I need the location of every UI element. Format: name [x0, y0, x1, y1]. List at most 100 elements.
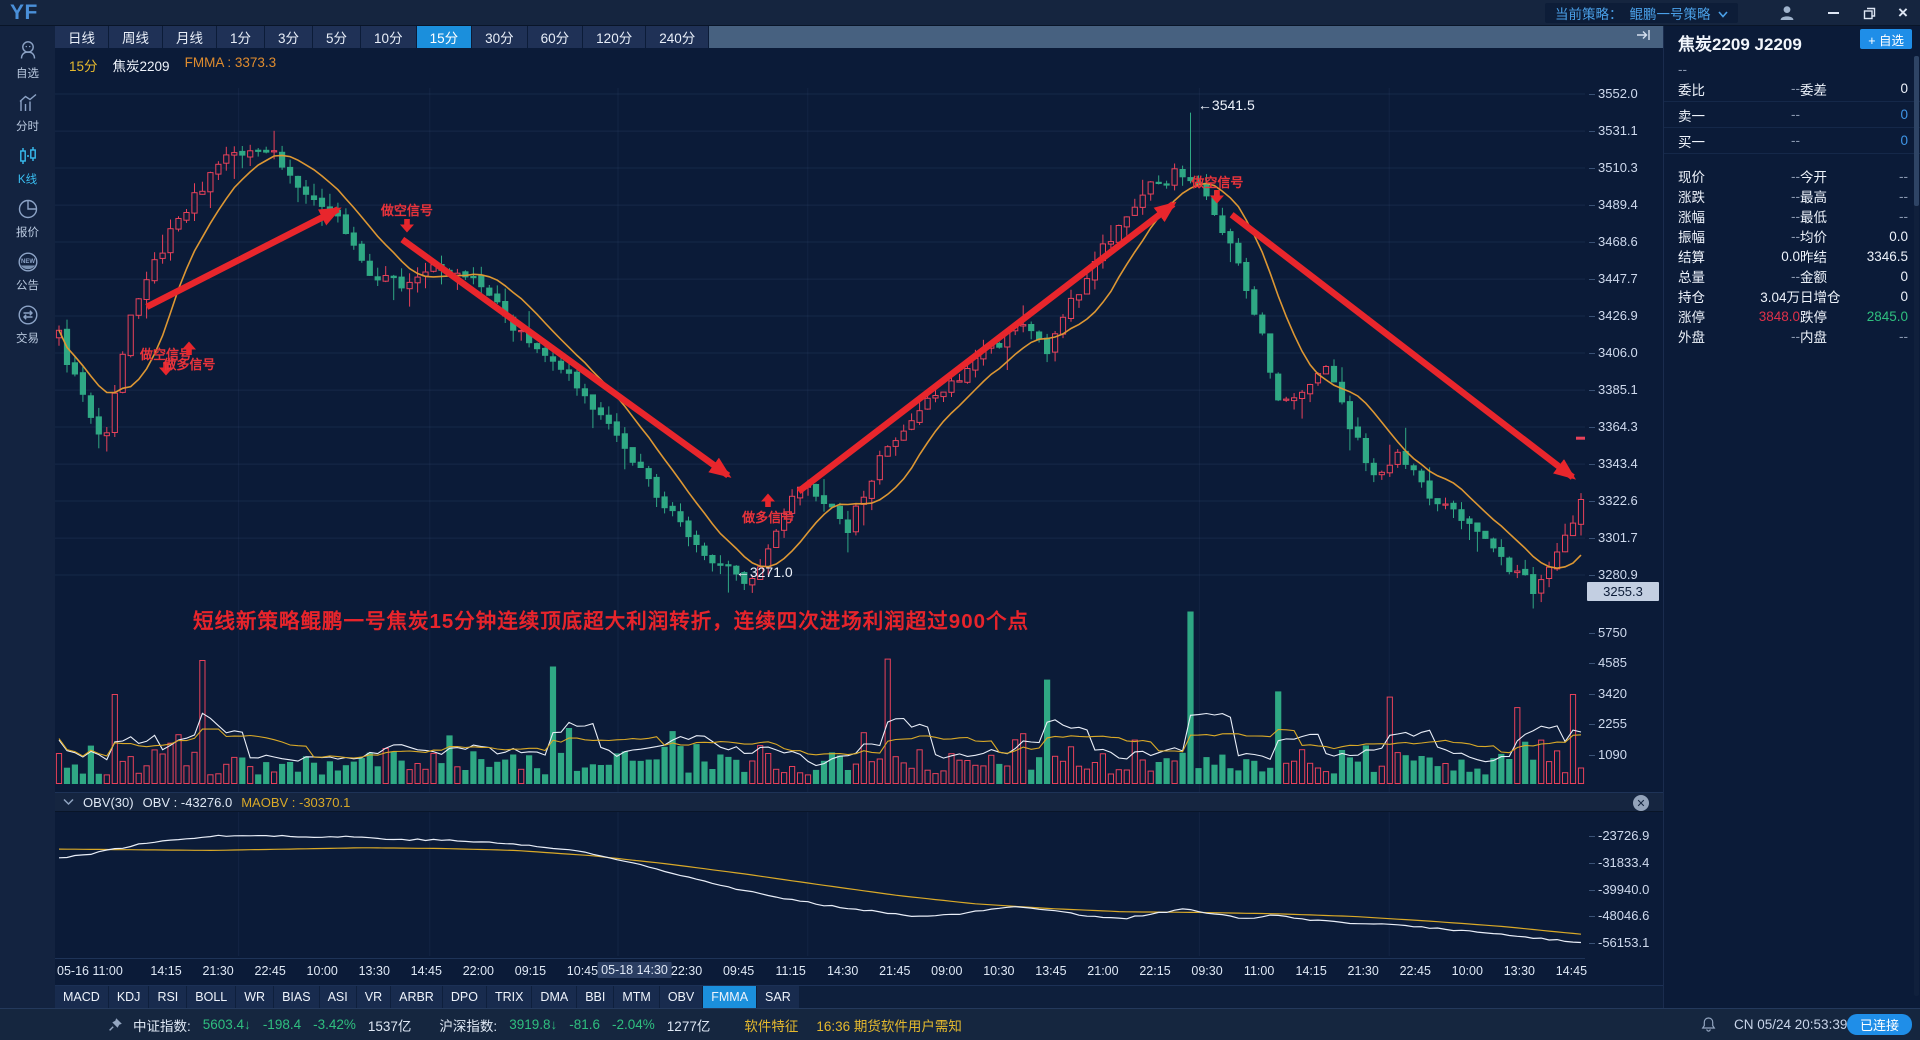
quote-label: 现价: [1678, 170, 1705, 185]
strategy-value: 鲲鹏一号策略: [1629, 7, 1711, 22]
bell-icon[interactable]: [1700, 1016, 1717, 1036]
left-sidebar: 自选 分时 K线报价 NEW 公告 交易: [0, 26, 55, 1008]
volume-bars: [55, 611, 1585, 785]
notice-link-1[interactable]: 软件特征: [744, 1018, 799, 1034]
timeframe-tab-240分[interactable]: 240分: [646, 26, 710, 48]
timeframe-tab-3分[interactable]: 3分: [265, 26, 314, 48]
quote-row: 卖一 -- 0: [1664, 102, 1920, 128]
quote-row: 现价 -- 今开 --: [1664, 166, 1920, 186]
quote-label: 涨跌: [1678, 190, 1705, 205]
time-axis-label: 09:15: [514, 964, 547, 978]
indicator-tab-sar[interactable]: SAR: [757, 986, 800, 1008]
volume-tick-label: 1090: [1589, 746, 1627, 762]
strategy-selector[interactable]: 当前策略： 鲲鹏一号策略: [1545, 3, 1738, 23]
indicator-tab-bbi[interactable]: BBI: [577, 986, 615, 1008]
pin-icon[interactable]: [108, 1017, 123, 1032]
quote-label: 昨结: [1800, 250, 1827, 265]
quote-row: 振幅 -- 均价 0.0: [1664, 226, 1920, 246]
sidebar-item-trade[interactable]: 交易: [0, 297, 55, 350]
volume-tick-label: 2255: [1589, 716, 1627, 732]
timeframe-tab-60分[interactable]: 60分: [527, 26, 584, 48]
quote-label: 持仓: [1678, 290, 1705, 305]
sidebar-item-label: K线: [17, 173, 38, 186]
obv-tick-label: -31833.4: [1588, 854, 1650, 870]
add-watchlist-button[interactable]: + 自选: [1860, 29, 1912, 49]
price-axis: 3255.3 3552.0 3531.1 3510.3 3489.4 3468.6 344…: [1585, 48, 1663, 985]
kline-chart[interactable]: [55, 48, 1585, 985]
timeframe-tab-月线[interactable]: 月线: [163, 26, 217, 48]
obv-value: OBV : -43276.0: [142, 794, 233, 810]
indicator-tab-rsi[interactable]: RSI: [149, 986, 188, 1008]
timeframe-tab-30分[interactable]: 30分: [472, 26, 528, 48]
indicator-tab-fmma[interactable]: FMMA: [703, 986, 758, 1008]
timeframe-tab-1分[interactable]: 1分: [217, 26, 266, 48]
index2-change: -81.6: [569, 1017, 601, 1032]
sidebar-item-intraday[interactable]: 分时: [0, 85, 55, 138]
notice-link-2[interactable]: 16:36 期货软件用户需知: [816, 1018, 962, 1034]
status-bar: 中证指数: 5603.4↓ -198.4 -3.42% 1537亿 沪深指数: …: [0, 1008, 1920, 1040]
quote-value: --: [1899, 168, 1908, 184]
index1-amount: 1537亿: [367, 1018, 412, 1034]
indicator-tab-asi[interactable]: ASI: [319, 986, 357, 1008]
app-logo: YF: [10, 1, 38, 24]
close-button[interactable]: ×: [1898, 3, 1908, 22]
restore-button[interactable]: [1854, 0, 1884, 26]
timeframe-tab-5分[interactable]: 5分: [313, 26, 362, 48]
indicator-tab-bias[interactable]: BIAS: [274, 986, 320, 1008]
obv-tick-label: -56153.1: [1588, 935, 1650, 950]
indicator-tab-vr[interactable]: VR: [356, 986, 392, 1008]
indicator-tab-arbr[interactable]: ARBR: [391, 986, 443, 1008]
indicator-tab-obv[interactable]: OBV: [659, 986, 704, 1008]
user-icon[interactable]: [1772, 0, 1802, 26]
indicator-tab-macd[interactable]: MACD: [55, 986, 109, 1008]
sidebar-item-label: 报价: [16, 226, 39, 239]
time-axis-label: 22:45: [254, 964, 286, 978]
indicator-tab-dpo[interactable]: DPO: [442, 986, 487, 1008]
indicator-tab-trix[interactable]: TRIX: [486, 986, 533, 1008]
quote-value: 0: [1900, 107, 1908, 122]
time-axis-label: 13:30: [358, 964, 390, 978]
sidebar-item-kline[interactable]: K线: [0, 138, 55, 191]
quote-row: 外盘 -- 内盘 --: [1664, 326, 1920, 346]
time-axis-label: 09:30: [1191, 964, 1223, 978]
quote-value: 0: [1900, 268, 1908, 284]
price-tick-label: 3510.3: [1589, 159, 1638, 175]
quote-value: --: [1899, 208, 1908, 224]
quote-row: 持仓 3.04万 日增仓 0: [1664, 286, 1920, 306]
quote-label: 委差: [1800, 82, 1827, 98]
collapse-panel-icon[interactable]: [1636, 28, 1651, 46]
price-tick-label: 3468.6: [1589, 233, 1638, 249]
indicator-tab-boll[interactable]: BOLL: [187, 986, 237, 1008]
time-axis-label: 22:15: [1139, 964, 1171, 978]
tab-strip: [709, 26, 1663, 48]
quote-value: --: [1791, 133, 1800, 148]
indicator-tab-dma[interactable]: DMA: [532, 986, 578, 1008]
sidebar-item-notices[interactable]: NEW 公告: [0, 244, 55, 297]
current-price-badge: 3255.3: [1587, 582, 1659, 601]
quote-row: 委比 -- 委差 0: [1664, 76, 1920, 102]
indicator-tab-kdj[interactable]: KDJ: [108, 986, 150, 1008]
timeframe-tab-10分[interactable]: 10分: [361, 26, 417, 48]
sidebar-item-quotes[interactable]: 报价: [0, 191, 55, 244]
timeframe-tab-120分[interactable]: 120分: [583, 26, 647, 48]
timeframe-tab-日线[interactable]: 日线: [55, 26, 109, 48]
quote-value: --: [1899, 328, 1908, 344]
index2-name: 沪深指数:: [439, 1018, 498, 1034]
minimize-button[interactable]: [1818, 0, 1848, 26]
indicator-tab-mtm[interactable]: MTM: [614, 986, 660, 1008]
index2-percent: -2.04%: [612, 1017, 655, 1032]
timeframe-tab-15分[interactable]: 15分: [416, 26, 473, 48]
quote-value: 3848.0: [1758, 308, 1800, 324]
indicator-tab-wr[interactable]: WR: [236, 986, 275, 1008]
time-axis-label: 21:30: [1347, 964, 1379, 978]
chevron-down-icon[interactable]: [63, 798, 74, 806]
timeframe-tab-周线[interactable]: 周线: [109, 26, 163, 48]
quote-panel: 焦炭2209 J2209 + 自选 -- 委比 -- 委差 0 卖一 -- 0 买一 -- 0 现…: [1663, 26, 1920, 1008]
scrollbar[interactable]: [1914, 56, 1919, 996]
close-icon[interactable]: ✕: [1633, 795, 1649, 811]
scrollbar-thumb[interactable]: [1914, 56, 1919, 206]
time-axis-label: 21:45: [879, 964, 911, 978]
quote-label: 今开: [1800, 170, 1827, 185]
sidebar-item-watchlist[interactable]: 自选: [0, 32, 55, 85]
connection-status-badge[interactable]: 已连接: [1846, 1014, 1912, 1035]
